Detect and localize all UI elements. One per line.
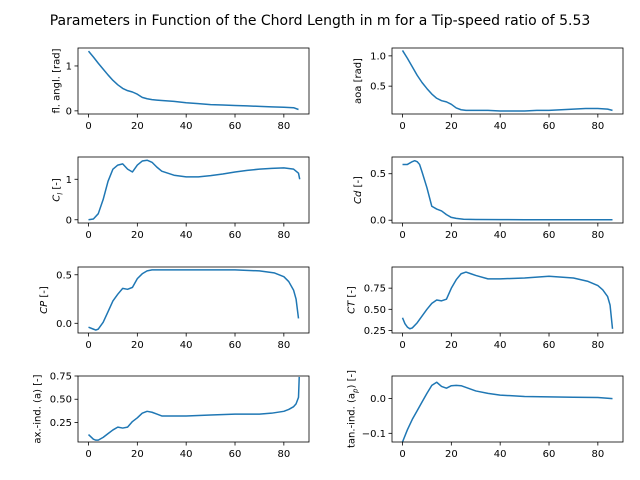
x-tick-label: 60	[543, 230, 556, 241]
x-tick-label: 40	[494, 340, 507, 351]
x-tick-label: 0	[85, 340, 91, 351]
subplot-4: 0 20 40 60 80 0.0 0.5 Cd [-]	[353, 156, 624, 241]
x-tick-label: 40	[180, 121, 193, 132]
y-tick-label: 0.5	[56, 270, 72, 281]
y-axis-label: CP [-]	[39, 286, 50, 314]
y-tick-label: 0.5	[370, 82, 386, 93]
y-tick-label: 0.50	[364, 305, 386, 316]
series-line	[401, 50, 613, 112]
subplot-1: 0 20 40 60 80 0 1fl. angl. [rad]	[52, 47, 310, 132]
x-tick-label: 80	[277, 340, 290, 351]
x-tick-label: 0	[85, 230, 91, 241]
y-axis-label: Cd [-]	[353, 176, 364, 204]
subplot-7: 0 20 40 60 80 0.25 0.50 0.75 ax.-ind. (a) [-]	[32, 372, 310, 460]
y-axis-label: Cl [-]	[52, 178, 65, 202]
x-tick-label: 0	[85, 449, 91, 460]
x-tick-label: 20	[131, 230, 144, 241]
x-tick-label: 40	[180, 449, 193, 460]
x-tick-label: 20	[445, 449, 458, 460]
x-tick-label: 20	[131, 449, 144, 460]
y-tick-label: 0	[66, 215, 72, 226]
y-tick-label: 0.75	[50, 372, 72, 383]
axes-frame	[391, 375, 624, 443]
series-line	[88, 159, 301, 221]
y-tick-label: 0.75	[364, 284, 386, 295]
y-tick-label: 0.50	[50, 395, 72, 406]
y-axis-label: fl. angl. [rad]	[52, 48, 63, 113]
axes-frame	[77, 375, 310, 443]
x-tick-label: 60	[229, 230, 242, 241]
y-tick-label: 0.0	[370, 216, 386, 227]
axes-frame	[391, 47, 624, 115]
series-line	[402, 159, 613, 221]
subplot-2: 0 20 40 60 80 0.5 1.0 aoa [rad]	[353, 47, 624, 132]
y-tick-label: 1	[66, 61, 72, 72]
x-tick-label: 60	[229, 449, 242, 460]
subplot-3: 0 20 40 60 80 0 1Cl [-]	[52, 156, 310, 241]
subplot-6: 0 20 40 60 80 0.25 0.50 0.75 CT [-]	[346, 266, 624, 351]
x-tick-label: 0	[85, 121, 91, 132]
y-tick-label: −0.1	[362, 429, 386, 440]
x-tick-label: 20	[131, 340, 144, 351]
x-tick-label: 80	[277, 449, 290, 460]
x-tick-label: 80	[277, 230, 290, 241]
x-tick-label: 80	[277, 121, 290, 132]
y-tick-label: 0.5	[370, 169, 386, 180]
subplot-8: 0 20 40 60 80 −0.1 0.0 tan.-ind. (ap) [-]	[346, 370, 624, 460]
x-tick-label: 20	[445, 230, 458, 241]
axes-frame	[77, 47, 310, 115]
axes-frame	[391, 156, 624, 224]
y-axis-label: tan.-ind. (ap) [-]	[346, 370, 359, 448]
series-line	[87, 50, 299, 111]
x-tick-label: 0	[399, 230, 405, 241]
series-line	[87, 376, 300, 441]
x-tick-label: 40	[180, 230, 193, 241]
x-tick-label: 80	[591, 121, 604, 132]
series-line	[401, 271, 614, 330]
x-tick-label: 0	[399, 340, 405, 351]
subplot-5: 0 20 40 60 80 0.0 0.5 CP [-]	[39, 266, 310, 351]
x-tick-label: 20	[445, 340, 458, 351]
x-tick-label: 60	[543, 449, 556, 460]
axes-frame	[77, 156, 310, 224]
y-tick-label: 1	[66, 175, 72, 186]
axes-frame	[77, 266, 310, 334]
x-tick-label: 60	[229, 121, 242, 132]
y-axis-label: ax.-ind. (a) [-]	[32, 374, 43, 443]
y-tick-label: 0.25	[364, 326, 386, 337]
x-tick-label: 0	[399, 449, 405, 460]
series-line	[88, 269, 300, 331]
axes-frame	[391, 266, 624, 334]
x-tick-label: 80	[591, 230, 604, 241]
x-tick-label: 40	[180, 340, 193, 351]
series-line	[401, 381, 613, 443]
y-tick-label: 0.0	[370, 394, 386, 405]
x-tick-label: 80	[591, 340, 604, 351]
y-axis-label: aoa [rad]	[353, 58, 364, 104]
figure-title: Parameters in Function of the Chord Leng…	[50, 13, 591, 29]
x-tick-label: 60	[543, 340, 556, 351]
x-tick-label: 60	[543, 121, 556, 132]
x-tick-label: 60	[229, 340, 242, 351]
x-tick-label: 20	[131, 121, 144, 132]
y-tick-label: 0.25	[50, 418, 72, 429]
y-tick-label: 0	[66, 106, 72, 117]
x-tick-label: 20	[445, 121, 458, 132]
x-tick-label: 40	[494, 121, 507, 132]
y-tick-label: 0.0	[56, 319, 72, 330]
x-tick-label: 0	[399, 121, 405, 132]
x-tick-label: 40	[494, 449, 507, 460]
x-tick-label: 40	[494, 230, 507, 241]
y-axis-label: CT [-]	[346, 286, 357, 314]
y-tick-label: 1.0	[370, 51, 386, 62]
x-tick-label: 80	[591, 449, 604, 460]
